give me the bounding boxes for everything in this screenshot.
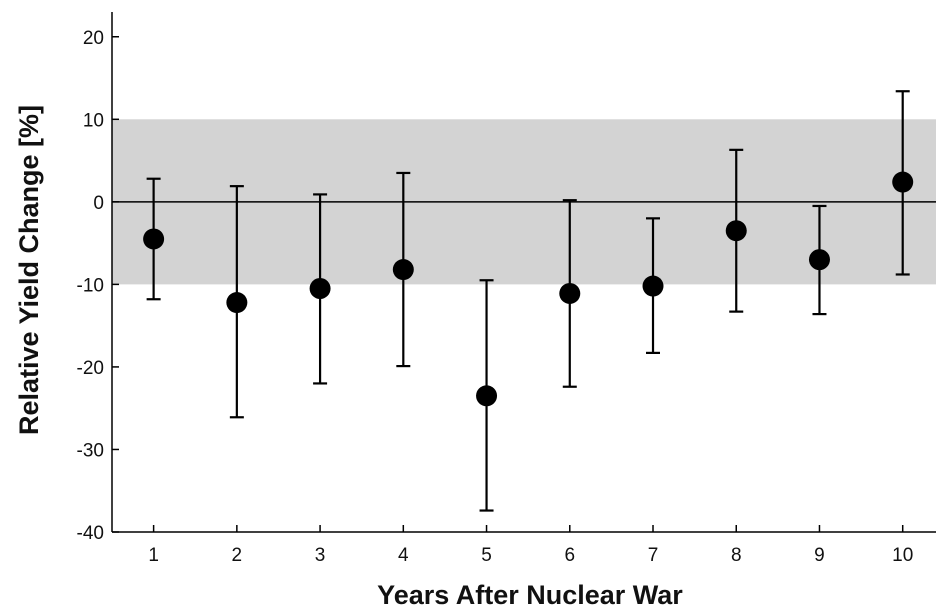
y-tick-label: -10 [77, 275, 104, 296]
y-axis-title: Relative Yield Change [%] [14, 105, 44, 435]
axes [111, 12, 936, 533]
x-tick-label: 9 [814, 545, 825, 566]
x-tick-label: 8 [731, 545, 742, 566]
x-tick-label: 5 [481, 545, 492, 566]
x-tick-label: 7 [648, 545, 659, 566]
y-tick-label: -30 [77, 440, 104, 461]
data-point [226, 292, 248, 314]
y-tick-label: 0 [93, 193, 104, 214]
data-point [143, 228, 165, 250]
data-points [143, 171, 914, 407]
data-point [559, 282, 581, 304]
y-tick-label: -20 [77, 358, 104, 379]
x-ticks: 1 2 3 4 5 6 7 8 9 10 [148, 525, 913, 566]
data-point [309, 278, 331, 300]
x-tick-label: 10 [892, 545, 913, 566]
data-point [392, 259, 414, 281]
y-ticks: -40 -30 -20 -10 0 10 20 [77, 28, 119, 544]
data-point [808, 249, 830, 271]
data-point [725, 220, 747, 242]
data-point [892, 171, 914, 193]
x-tick-label: 4 [398, 545, 409, 566]
x-tick-label: 6 [564, 545, 575, 566]
data-point [642, 275, 664, 297]
x-tick-label: 2 [232, 545, 243, 566]
x-tick-label: 3 [315, 545, 326, 566]
y-tick-label: 10 [83, 110, 104, 131]
x-axis-title: Years After Nuclear War [377, 580, 683, 610]
x-tick-label: 1 [148, 545, 159, 566]
data-point [476, 385, 498, 407]
y-tick-label: 20 [83, 28, 104, 49]
y-tick-label: -40 [77, 523, 104, 544]
